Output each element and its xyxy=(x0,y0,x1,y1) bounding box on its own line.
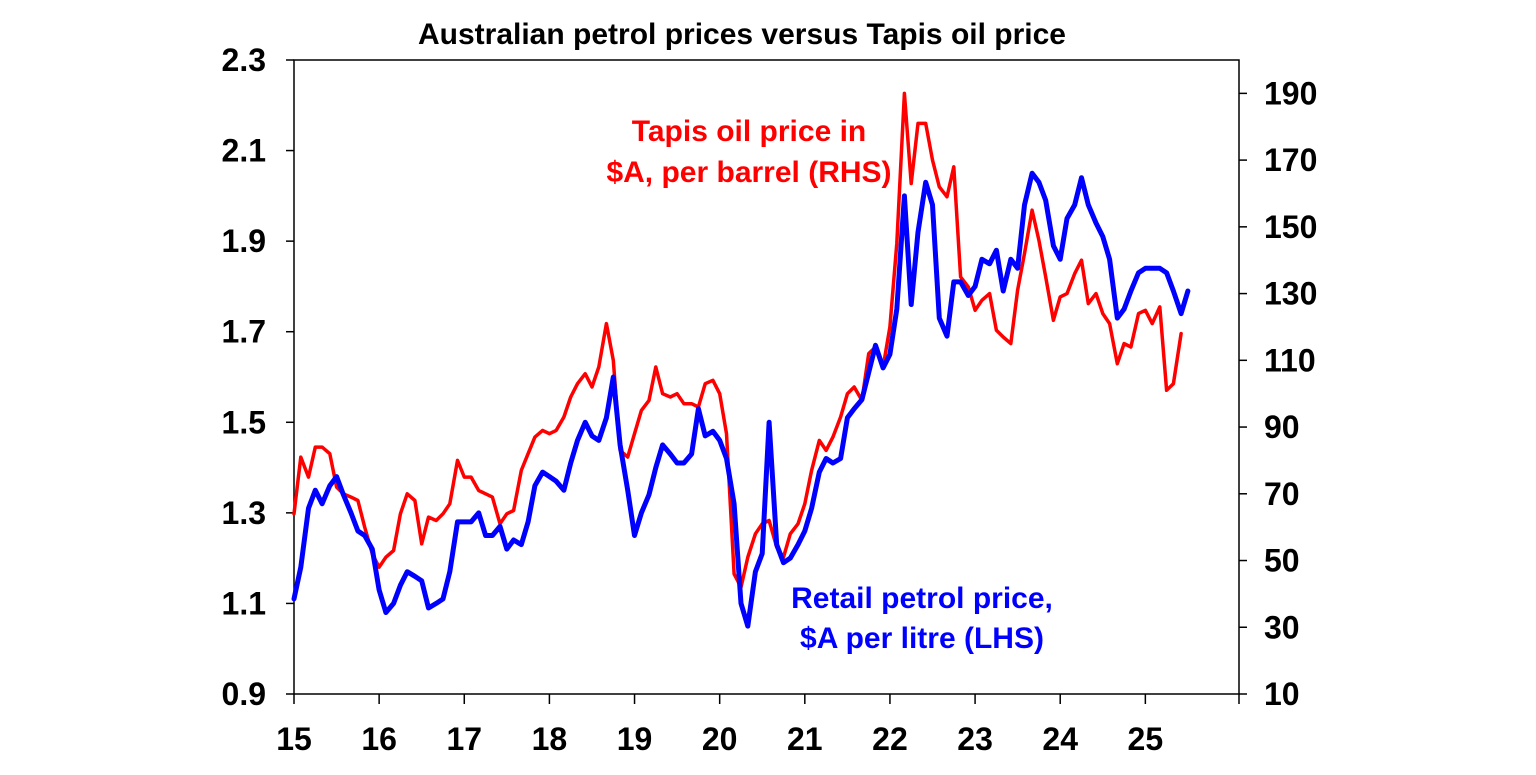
x-tick-label: 16 xyxy=(361,721,397,757)
retail-annotation-line2: $A per litre (LHS) xyxy=(800,622,1044,655)
left-tick-label: 1.5 xyxy=(222,404,266,440)
right-tick-label: 50 xyxy=(1264,543,1300,579)
right-tick-label: 30 xyxy=(1264,609,1300,645)
x-tick-label: 21 xyxy=(787,721,823,757)
left-tick-label: 1.1 xyxy=(222,585,266,621)
chart-title: Australian petrol prices versus Tapis oi… xyxy=(418,18,1066,51)
retail-petrol-line xyxy=(291,170,1191,629)
left-tick-label: 1.7 xyxy=(222,314,266,350)
right-axis: 190 170 150 130 110 90 70 50 30 10 xyxy=(1239,75,1317,712)
left-tick-label: 2.3 xyxy=(222,42,266,78)
x-tick-label: 23 xyxy=(957,721,993,757)
right-tick-label: 70 xyxy=(1264,476,1300,512)
retail-annotation-line1: Retail petrol price, xyxy=(791,582,1053,615)
x-tick-label: 22 xyxy=(872,721,908,757)
tapis-annotation-line2: $A, per barrel (RHS) xyxy=(606,156,891,189)
x-tick-label: 15 xyxy=(276,721,312,757)
right-tick-label: 130 xyxy=(1264,276,1317,312)
x-tick-label: 18 xyxy=(532,721,568,757)
right-tick-label: 110 xyxy=(1264,342,1316,378)
series-group xyxy=(291,91,1191,629)
x-tick-label: 25 xyxy=(1128,721,1164,757)
left-tick-label: 0.9 xyxy=(222,676,266,712)
left-axis: 2.3 2.1 1.9 1.7 1.5 1.3 1.1 0.9 xyxy=(222,42,294,712)
x-axis: 15 16 17 18 19 20 21 22 23 24 25 xyxy=(276,694,1240,757)
left-tick-label: 1.9 xyxy=(222,223,266,259)
right-tick-label: 170 xyxy=(1264,142,1317,178)
right-tick-label: 10 xyxy=(1264,676,1300,712)
left-tick-label: 2.1 xyxy=(222,133,266,169)
right-tick-label: 150 xyxy=(1264,209,1317,245)
plot-area xyxy=(293,59,1240,695)
left-tick-label: 1.3 xyxy=(222,495,266,531)
tapis-annotation-line1: Tapis oil price in xyxy=(632,115,867,148)
right-tick-label: 90 xyxy=(1264,409,1300,445)
x-tick-label: 17 xyxy=(446,721,482,757)
x-tick-label: 24 xyxy=(1042,721,1078,757)
x-tick-label: 20 xyxy=(702,721,738,757)
right-tick-label: 190 xyxy=(1264,75,1317,111)
x-tick-label: 19 xyxy=(617,721,653,757)
